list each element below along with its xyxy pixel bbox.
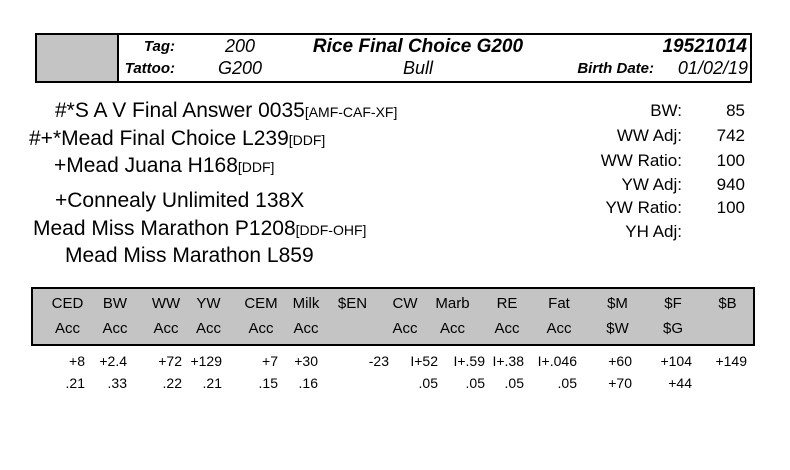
epd-subheader-cell: Acc (392, 320, 418, 337)
stat-value: 100 (716, 198, 745, 217)
stat-row-bw: BW: 85 (0, 101, 790, 121)
pedigree-suffix: [DDF] (288, 132, 326, 148)
pedigree-line-dam: Mead Miss Marathon P1208[DDF-OHF] (33, 218, 366, 241)
epd-header-dollar-b: $B (718, 294, 737, 312)
epd-value-cell: I+52 (410, 353, 438, 369)
stat-label: YW Adj: (621, 175, 682, 194)
epd-subheader-cell: $W (606, 320, 629, 337)
stat-row-yh-adj: YH Adj: (0, 222, 790, 242)
stat-value: 940 (716, 175, 745, 194)
birth-date-label: Birth Date: (577, 60, 654, 77)
animal-name: Rice Final Choice G200 (312, 36, 524, 57)
epd-subheader-cell: Acc (439, 320, 466, 337)
epd-value-cell: +104 (660, 353, 692, 369)
epd-accuracy-cell: .05 (504, 375, 524, 391)
epd-value-cell: +149 (715, 353, 747, 369)
epd-header-cw: CW (392, 294, 418, 312)
stat-label: YH Adj: (625, 222, 682, 241)
stat-value: 100 (716, 151, 745, 170)
epd-header-ww: WW (151, 294, 181, 312)
pedigree-line-dam-dam: Mead Miss Marathon L859 (65, 245, 314, 268)
epd-header-re: RE (496, 294, 518, 312)
epd-subheader-cell: Acc (54, 320, 81, 337)
epd-value-cell: +8 (69, 353, 85, 369)
tattoo-label: Tattoo: (124, 60, 175, 77)
epd-value-cell: -23 (368, 353, 389, 369)
epd-header-ced: CED (51, 294, 84, 312)
epd-subheader-cell: Acc (494, 320, 520, 337)
epd-accuracy-cell: .05 (418, 375, 438, 391)
epd-value-cell: I+.046 (537, 353, 577, 369)
epd-header-dollar-f: $F (664, 294, 682, 312)
epd-accuracy-cell: .16 (298, 375, 318, 391)
epd-header-bw: BW (102, 294, 128, 312)
stat-row-yw-ratio: YW Ratio: 100 (0, 198, 790, 218)
epd-value-cell: +60 (608, 353, 632, 369)
stat-label: WW Adj: (616, 126, 682, 145)
pedigree-line-sire-dam: +Mead Juana H168[DDF] (54, 155, 274, 178)
birth-date-value: 01/02/19 (677, 58, 748, 78)
epd-header-dollar-en: $EN (337, 294, 368, 312)
epd-value-cell: +30 (294, 353, 318, 369)
epd-accuracy-cell: .05 (465, 375, 485, 391)
pedigree-line-grandsire: #*S A V Final Answer 0035[AMF-CAF-XF] (55, 100, 397, 123)
pedigree-line-sire: #+*Mead Final Choice L239[DDF] (29, 128, 325, 151)
registration-number: 19521014 (662, 36, 747, 57)
epd-subheader-cell: Acc (195, 320, 222, 337)
epd-subheader-cell: Acc (153, 320, 179, 337)
pedigree-suffix: [AMF-CAF-XF] (304, 104, 398, 120)
pedigree-name: Mead Miss Marathon L859 (65, 244, 314, 267)
epd-value-cell: +72 (158, 353, 182, 369)
epd-accuracy-cell: +44 (668, 375, 692, 391)
stat-row-yw-adj: YW Adj: 940 (0, 175, 790, 195)
animal-sex: Bull (402, 58, 433, 78)
epd-subheader-cell: Acc (546, 320, 572, 337)
tattoo-value: G200 (217, 58, 263, 78)
epd-value-cell: I+.59 (453, 353, 485, 369)
stat-row-ww-adj: WW Adj: 742 (0, 126, 790, 146)
epd-accuracy-cell: +70 (608, 375, 632, 391)
tag-value: 200 (224, 36, 256, 56)
tag-label: Tag: (143, 38, 175, 55)
epd-header-yw: YW (196, 294, 221, 312)
epd-accuracy-cell: .15 (258, 375, 278, 391)
pedigree-name: Mead Miss Marathon P1208 (33, 217, 296, 240)
stat-label: BW: (650, 101, 682, 120)
animal-id-box: Tag: 200 Tattoo: G200 Rice Final Choice … (35, 33, 752, 83)
stat-value: 742 (716, 126, 745, 145)
epd-header-cem: CEM (244, 294, 278, 312)
epd-accuracy-cell: .33 (107, 375, 127, 391)
pedigree-name: #+*Mead Final Choice L239 (29, 127, 289, 150)
epd-subheader-cell: Acc (293, 320, 319, 337)
stat-label: WW Ratio: (600, 151, 682, 170)
stat-label: YW Ratio: (605, 198, 682, 217)
epd-accuracy-cell: .21 (202, 375, 222, 391)
pedigree-name: +Connealy Unlimited 138X (55, 189, 305, 212)
epd-accuracy-cell: .05 (557, 375, 577, 391)
pedigree-line-dam-sire: +Connealy Unlimited 138X (55, 190, 304, 213)
epd-value-cell: I+.38 (492, 353, 524, 369)
pedigree-name: +Mead Juana H168 (54, 154, 238, 177)
epd-header-marb: Marb (435, 294, 470, 312)
epd-subheader-cell: Acc (248, 320, 274, 337)
epd-subheader-cell: Acc (102, 320, 128, 337)
epd-subheader-cell: $G (662, 320, 684, 337)
epd-header-milk: Milk (292, 294, 320, 312)
epd-value-cell: +2.4 (99, 353, 127, 369)
epd-accuracy-cell: .21 (65, 375, 85, 391)
epd-header-dollar-m: $M (607, 294, 628, 312)
pedigree-suffix: [DDF] (237, 159, 275, 175)
stat-row-ww-ratio: WW Ratio: 100 (0, 151, 790, 171)
stat-value: 85 (726, 101, 745, 120)
epd-header-box (31, 287, 755, 346)
photo-placeholder (37, 35, 119, 81)
pedigree-suffix: [DDF-OHF] (295, 222, 367, 238)
epd-value-cell: +129 (190, 353, 222, 369)
epd-header-fat: Fat (548, 294, 570, 312)
epd-value-cell: +7 (262, 353, 278, 369)
epd-accuracy-cell: .22 (162, 375, 182, 391)
pedigree-name: #*S A V Final Answer 0035 (55, 99, 305, 122)
